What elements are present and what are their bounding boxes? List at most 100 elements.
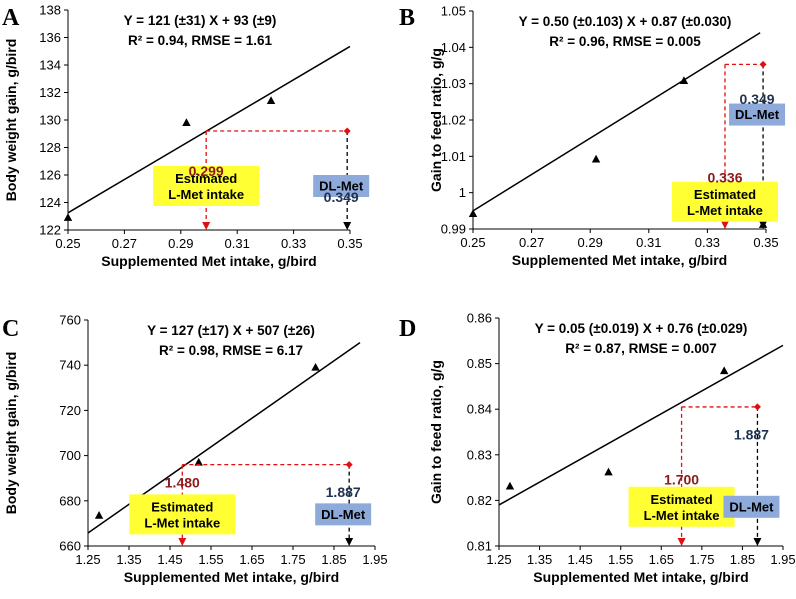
estimated-l-met-label-line1: Estimated — [175, 171, 237, 186]
y-tick-label: 136 — [39, 30, 61, 45]
x-tick-label: 1.45 — [157, 552, 182, 567]
x-tick-label: 0.35 — [337, 236, 362, 251]
x-tick-label: 1.95 — [362, 552, 387, 567]
estimated-l-met-label-line2: L-Met intake — [644, 508, 720, 523]
y-axis-label: Body weight gain, g/bird — [3, 39, 19, 202]
estimated-l-met-box — [671, 181, 778, 222]
panel-letter: B — [399, 5, 415, 31]
x-tick-label: 1.35 — [116, 552, 141, 567]
data-point — [311, 362, 320, 371]
dl-met-label: DL-Met — [321, 507, 366, 522]
y-tick-label: 760 — [59, 313, 81, 328]
regression-stats: R² = 0.94, RMSE = 1.61 — [128, 33, 273, 48]
data-point — [679, 76, 689, 84]
y-tick-label: 680 — [59, 493, 81, 508]
regression-line — [472, 32, 761, 212]
dl-met-marker — [343, 127, 351, 135]
x-tick-label: 1.45 — [567, 552, 592, 567]
estimated-l-met-label-line1: Estimated — [151, 499, 213, 514]
data-point — [266, 96, 276, 104]
dl-met-value: 1.887 — [326, 484, 361, 500]
y-tick-label: 134 — [39, 58, 61, 73]
x-tick-label: 1.85 — [321, 552, 346, 567]
x-tick-label: 0.27 — [519, 235, 544, 250]
x-tick-label: 1.65 — [239, 552, 264, 567]
y-tick-label: 138 — [39, 3, 61, 18]
dl-met-label: DL-Met — [735, 107, 780, 122]
dl-met-arrowhead — [753, 538, 762, 546]
data-point — [63, 213, 73, 221]
regression-stats: R² = 0.98, RMSE = 6.17 — [159, 343, 303, 358]
y-tick-label: 660 — [59, 539, 81, 554]
panel-letter: A — [2, 5, 20, 31]
panel-letter: D — [399, 316, 416, 342]
l-met-arrowhead — [202, 222, 211, 230]
y-tick-label: 126 — [39, 168, 61, 183]
estimated-l-met-box — [628, 486, 735, 527]
estimated-l-met-label-line2: L-Met intake — [168, 187, 244, 202]
l-met-arrowhead — [677, 538, 686, 546]
x-tick-label: 1.35 — [527, 552, 552, 567]
estimated-l-met-label-line1: Estimated — [651, 492, 713, 507]
regression-line — [498, 344, 784, 506]
regression-equation: Y = 0.05 (±0.019) X + 0.76 (±0.029) — [535, 321, 748, 336]
data-point — [505, 481, 515, 490]
x-tick-label: 0.35 — [753, 235, 778, 250]
x-tick-label: 1.25 — [75, 552, 100, 567]
y-tick-label: 0.86 — [467, 311, 492, 326]
estimated-l-met-label-line2: L-Met intake — [687, 203, 763, 218]
y-tick-label: 1.03 — [441, 76, 466, 91]
l-met-value: 1.480 — [165, 475, 200, 491]
x-tick-label: 0.33 — [695, 235, 720, 250]
dl-met-arrowhead — [345, 538, 354, 546]
x-tick-label: 1.25 — [486, 552, 511, 567]
dl-met-marker — [759, 60, 767, 68]
y-tick-label: 0.85 — [467, 356, 492, 371]
x-axis-label: Supplemented Met intake, g/bird — [124, 569, 339, 585]
regression-equation: Y = 121 (±31) X + 93 (±9) — [124, 13, 277, 28]
regression-line — [67, 45, 351, 214]
estimated-l-met-box — [129, 494, 236, 535]
estimated-l-met-label-line1: Estimated — [694, 187, 756, 202]
l-met-value: 1.700 — [664, 471, 699, 487]
x-tick-label: 0.25 — [460, 235, 485, 250]
y-tick-label: 124 — [39, 195, 61, 210]
y-tick-label: 1.02 — [441, 113, 466, 128]
chart-panel-d: D 0.81 0.82 0.83 0.84 0.85 0.86 1.25 1.35 1.45 1.5… — [399, 311, 796, 586]
y-tick-label: 0.81 — [467, 539, 492, 554]
l-met-arrowhead — [178, 538, 187, 546]
l-met-arrowhead — [720, 221, 729, 229]
y-axis-label: Gain to feed ratio, g/g — [428, 48, 444, 192]
x-axis-label: Supplemented Met intake, g/bird — [101, 253, 316, 269]
chart-panel-c: C 660 680 700 720 740 760 1.25 1.35 1.45 1.55 1.65 1… — [2, 313, 388, 586]
y-tick-label: 740 — [59, 358, 81, 373]
x-tick-label: 1.75 — [689, 552, 714, 567]
y-tick-label: 1.05 — [441, 4, 466, 19]
y-tick-label: 1.01 — [441, 149, 466, 164]
y-tick-label: 0.82 — [467, 493, 492, 508]
x-tick-label: 1.55 — [198, 552, 223, 567]
x-tick-label: 0.25 — [55, 236, 80, 251]
x-tick-label: 1.95 — [770, 552, 795, 567]
x-tick-label: 1.85 — [730, 552, 755, 567]
dl-met-label: DL-Met — [319, 179, 364, 194]
data-point — [194, 457, 203, 466]
x-tick-label: 0.29 — [168, 236, 193, 251]
panel-letter: C — [2, 316, 19, 342]
l-met-value: 0.336 — [707, 169, 742, 185]
x-tick-label: 1.65 — [649, 552, 674, 567]
dl-met-marker — [753, 403, 761, 411]
x-tick-label: 1.75 — [280, 552, 305, 567]
data-point — [94, 510, 104, 519]
dl-met-box — [729, 103, 786, 126]
y-tick-label: 128 — [39, 140, 61, 155]
dl-met-label: DL-Met — [729, 499, 774, 514]
regression-equation: Y = 0.50 (±0.103) X + 0.87 (±0.030) — [519, 14, 732, 29]
estimated-l-met-label-line2: L-Met intake — [144, 515, 220, 530]
x-tick-label: 0.29 — [578, 235, 603, 250]
x-tick-label: 0.31 — [225, 236, 250, 251]
dl-met-value: 0.349 — [740, 91, 775, 107]
data-point — [468, 209, 478, 217]
y-tick-label: 0.83 — [467, 447, 492, 462]
